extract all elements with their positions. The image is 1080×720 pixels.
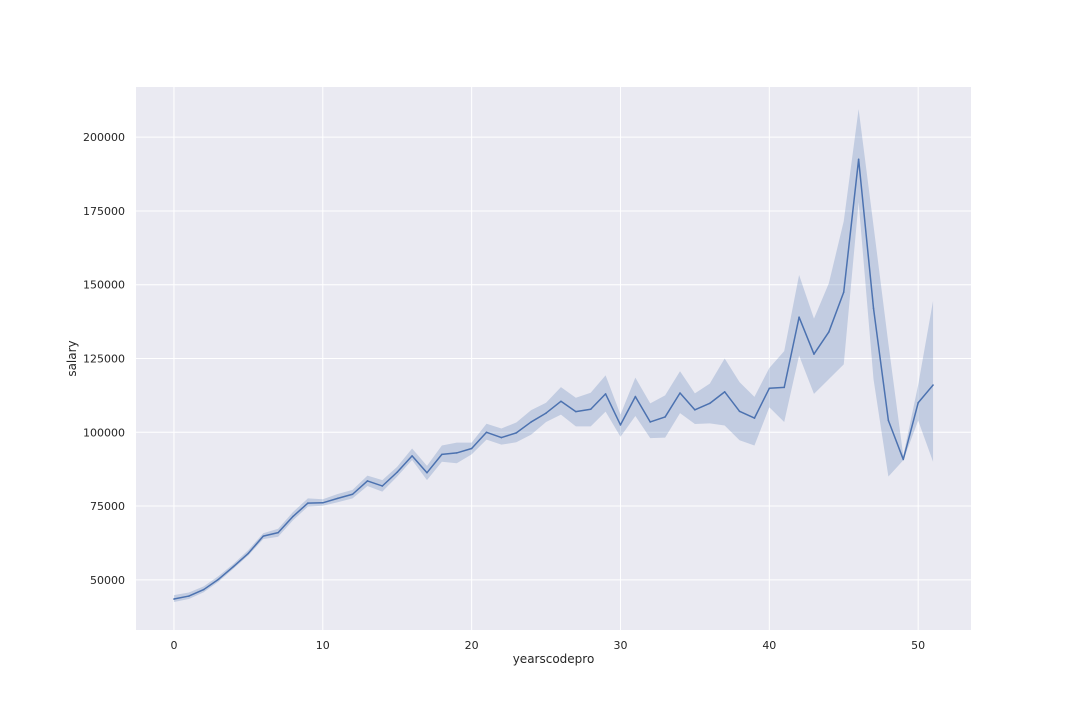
data-point xyxy=(366,480,369,482)
data-point xyxy=(708,402,711,405)
data-point xyxy=(783,386,786,389)
y-tick-label: 200000 xyxy=(83,131,125,144)
data-point xyxy=(232,565,235,568)
x-tick-label: 40 xyxy=(762,639,776,652)
data-point xyxy=(619,424,622,426)
data-point xyxy=(857,158,860,161)
data-point xyxy=(217,578,220,581)
data-point xyxy=(738,410,741,413)
data-point xyxy=(753,417,756,419)
y-tick-label: 75000 xyxy=(90,500,125,513)
data-point xyxy=(470,447,473,450)
data-point xyxy=(292,515,294,518)
grid-lines xyxy=(136,87,971,630)
x-tick-label: 0 xyxy=(170,639,177,652)
y-tick-labels: 50000 75000 100000 125000 150000 175000 200000 xyxy=(83,131,125,587)
y-tick-label: 100000 xyxy=(83,426,125,439)
y-tick-label: 50000 xyxy=(90,574,125,587)
data-point xyxy=(664,416,666,418)
data-point xyxy=(500,436,503,439)
data-point xyxy=(530,421,532,423)
y-tick-label: 150000 xyxy=(83,279,125,292)
x-tick-label: 50 xyxy=(911,639,925,652)
data-point xyxy=(634,395,637,398)
data-point xyxy=(411,455,413,457)
data-point xyxy=(426,471,428,474)
data-points xyxy=(173,158,934,600)
x-tick-label: 10 xyxy=(316,639,330,652)
data-point xyxy=(262,535,265,537)
data-point xyxy=(917,401,919,404)
data-point xyxy=(887,419,890,422)
data-point xyxy=(336,497,339,500)
data-point xyxy=(351,493,354,496)
data-point xyxy=(679,392,681,394)
data-point xyxy=(173,598,175,600)
x-tick-label: 30 xyxy=(613,639,627,652)
data-point xyxy=(515,432,518,434)
data-point xyxy=(307,502,309,504)
data-point xyxy=(813,353,815,355)
data-point xyxy=(485,431,488,434)
data-point xyxy=(723,391,726,393)
data-point xyxy=(560,400,562,403)
x-tick-label: 20 xyxy=(465,639,479,652)
data-point xyxy=(902,458,905,461)
data-point xyxy=(441,453,443,456)
data-point xyxy=(768,387,771,390)
data-point xyxy=(396,471,399,473)
data-point xyxy=(188,595,190,597)
series-line xyxy=(173,158,934,600)
data-point xyxy=(321,502,324,504)
data-point xyxy=(842,291,845,293)
data-point xyxy=(828,331,830,333)
x-axis-label: yearscodepro xyxy=(513,652,595,666)
data-point xyxy=(649,421,652,423)
data-point xyxy=(575,410,577,413)
data-point xyxy=(455,452,458,454)
x-tick-labels: 0 10 20 30 40 50 xyxy=(170,639,925,652)
y-tick-label: 125000 xyxy=(83,353,125,366)
data-point xyxy=(798,316,800,318)
y-axis-label: salary xyxy=(65,340,79,376)
data-point xyxy=(247,552,250,555)
data-point xyxy=(932,384,934,386)
data-point xyxy=(277,531,279,534)
data-point xyxy=(694,409,696,411)
data-point xyxy=(589,408,592,411)
y-tick-label: 175000 xyxy=(83,205,125,218)
data-point xyxy=(872,307,875,310)
data-point xyxy=(545,412,547,414)
data-point xyxy=(202,588,205,591)
data-point xyxy=(604,393,607,395)
data-point xyxy=(381,485,384,487)
